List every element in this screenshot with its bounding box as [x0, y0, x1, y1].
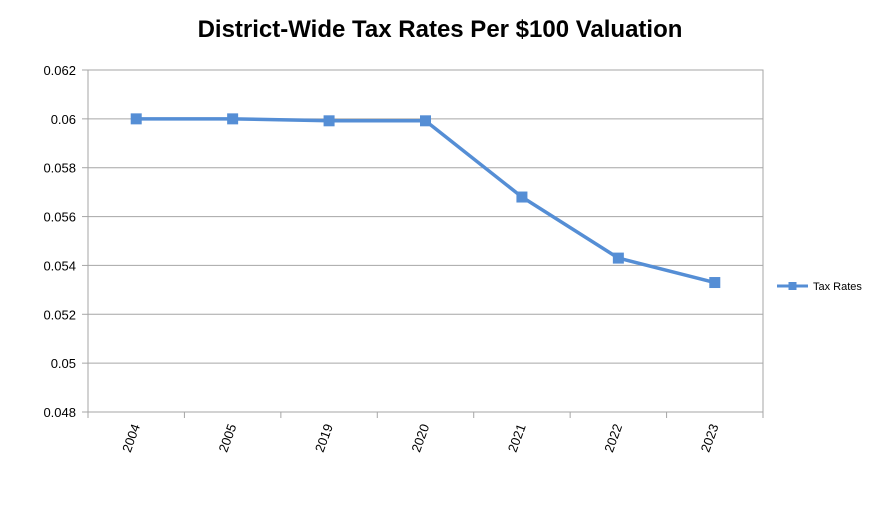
y-tick-label: 0.06 — [51, 112, 76, 127]
data-point-marker — [612, 252, 624, 264]
legend: Tax Rates — [777, 281, 862, 293]
x-tick-label: 2022 — [601, 422, 625, 454]
y-tick-label: 0.058 — [43, 161, 76, 176]
x-tick-label: 2023 — [698, 422, 722, 454]
x-tick-label: 2021 — [505, 422, 529, 454]
x-tick-label: 2004 — [119, 422, 143, 454]
x-tick-label: 2019 — [312, 422, 336, 454]
data-point-marker — [227, 113, 239, 125]
series-group — [130, 113, 721, 289]
y-tick-label: 0.052 — [43, 307, 76, 322]
y-tick-label: 0.062 — [43, 63, 76, 78]
x-axis-tick-labels: 2004 2005 2019 2020 2021 2022 2023 — [119, 422, 722, 454]
data-point-marker — [130, 113, 142, 125]
data-point-marker — [709, 277, 721, 289]
x-tick-label: 2020 — [408, 422, 432, 454]
series-line — [136, 117, 716, 285]
data-point-marker — [420, 115, 431, 127]
x-tick-label: 2005 — [215, 422, 239, 454]
data-point-marker — [323, 115, 335, 127]
y-tick-label: 0.056 — [43, 210, 76, 225]
data-point-marker — [516, 191, 528, 203]
y-tick-label: 0.054 — [43, 258, 76, 273]
chart-title: District-Wide Tax Rates Per $100 Valuati… — [198, 16, 683, 43]
y-axis-tick-labels: 0.048 0.05 0.052 0.054 0.056 0.058 0.06 0.062 — [43, 63, 76, 420]
y-tick-label: 0.048 — [43, 405, 76, 420]
legend-label: Tax Rates — [813, 281, 862, 293]
y-tick-label: 0.05 — [51, 356, 76, 371]
plot-area-frame — [87, 69, 764, 413]
legend-marker — [788, 282, 797, 290]
